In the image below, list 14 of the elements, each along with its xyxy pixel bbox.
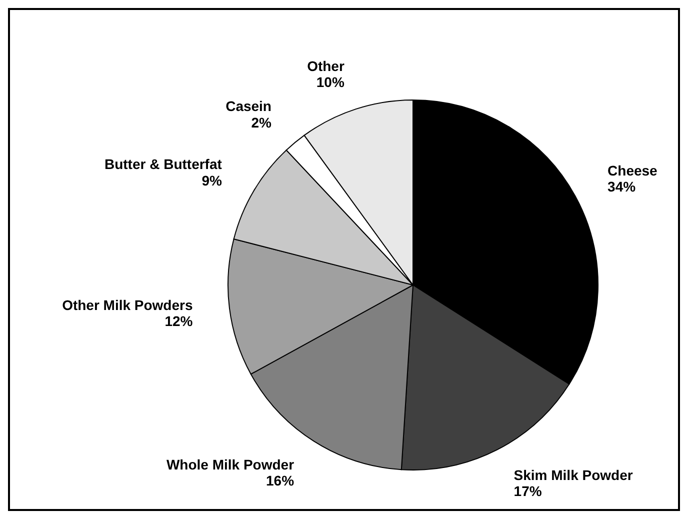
- data-label: 2%: [251, 114, 272, 130]
- data-label: 34%: [608, 178, 636, 194]
- slice-label: Cheese: [608, 162, 658, 178]
- data-label: 12%: [164, 313, 194, 330]
- slice-label: Butter & Butterfat: [104, 156, 222, 172]
- slice-label: Casein: [226, 98, 272, 114]
- data-label: 9%: [202, 172, 222, 188]
- data-label: 10%: [316, 74, 345, 90]
- data-label: 16%: [266, 472, 295, 489]
- slice-label: Skim Milk Powder: [514, 467, 634, 484]
- slice-label: Whole Milk Powder: [166, 456, 295, 473]
- slice-label: Other: [307, 58, 345, 74]
- data-label: 17%: [514, 483, 542, 500]
- slice-label: Other Milk Powders: [62, 297, 193, 314]
